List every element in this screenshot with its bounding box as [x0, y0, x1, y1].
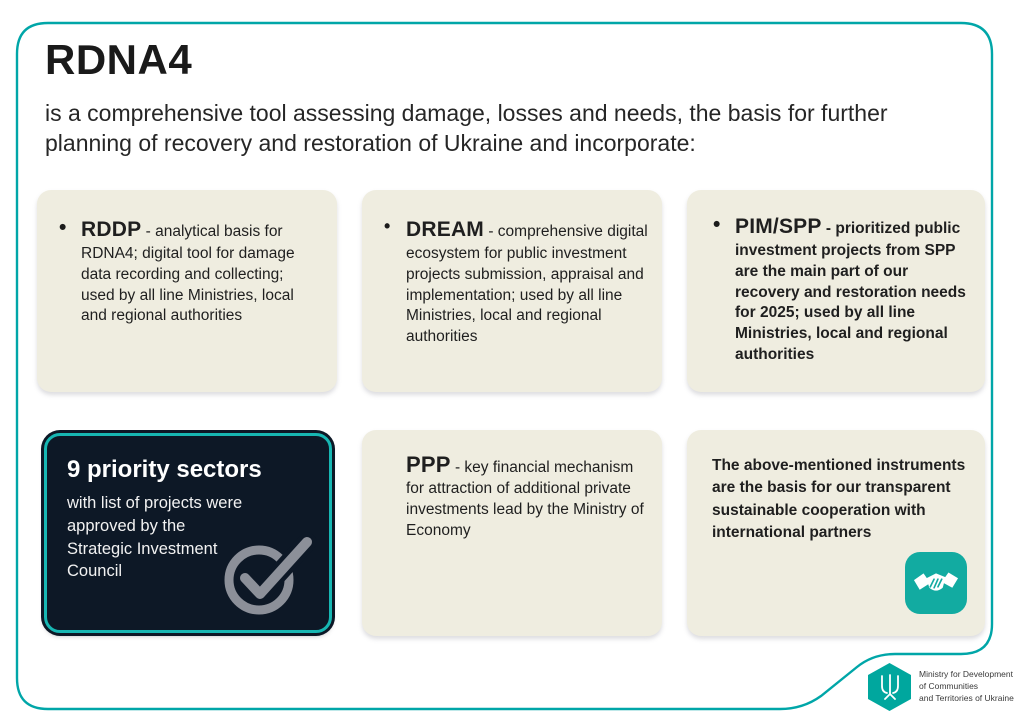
check-circle-icon	[215, 528, 319, 622]
card-partners: The above-mentioned instruments are the …	[687, 430, 985, 636]
card-dream: • DREAM - comprehensive digital ecosyste…	[362, 190, 662, 392]
page-title: RDNA4	[45, 36, 193, 83]
card-pim-spp: • PIM/SPP - prioritized public investmen…	[687, 190, 985, 392]
card-ppp-body: - key financial mechanism for attraction…	[406, 459, 644, 539]
card-partners-body: The above-mentioned instruments are the …	[712, 457, 966, 542]
card-ppp: PPP - key financial mechanism for attrac…	[362, 430, 662, 636]
card-priority-sectors: 9 priority sectors with list of projects…	[44, 433, 332, 633]
card-rddp-term: RDDP	[81, 218, 142, 241]
card-rddp-body: - analytical basis for RDNA4; digital to…	[81, 223, 295, 325]
ministry-line-2: of Communities	[919, 681, 979, 692]
ukraine-trident-icon	[868, 663, 911, 711]
card-ppp-term: PPP	[406, 452, 451, 477]
bullet-icon: •	[713, 213, 721, 236]
ministry-footer: Ministry for Development of Communities …	[868, 663, 1014, 711]
page-subtitle: is a comprehensive tool assessing damage…	[45, 100, 888, 156]
ministry-line-3: and Territories of Ukraine	[919, 692, 1014, 703]
priority-sectors-body: with list of projects were approved by t…	[67, 494, 243, 581]
ministry-name: Ministry for Development of Communities …	[919, 669, 1014, 705]
priority-sectors-title: 9 priority sectors	[67, 456, 262, 483]
card-rddp-text: RDDP - analytical basis for RDNA4; digit…	[81, 216, 321, 327]
card-dream-body: - comprehensive digital ecosystem for pu…	[406, 223, 648, 346]
card-pim-spp-term: PIM/SPP	[735, 215, 822, 238]
bullet-icon: •	[59, 216, 67, 239]
card-pim-spp-body: - prioritized public investment projects…	[735, 220, 966, 363]
handshake-icon	[905, 552, 967, 614]
card-pim-spp-text: PIM/SPP - prioritized public investment …	[735, 213, 973, 366]
card-dream-text: DREAM - comprehensive digital ecosystem …	[406, 216, 650, 348]
card-rddp: • RDDP - analytical basis for RDNA4; dig…	[37, 190, 337, 392]
card-ppp-text: PPP - key financial mechanism for attrac…	[406, 450, 652, 542]
bullet-icon: •	[384, 216, 391, 236]
ministry-line-1: Ministry for Development	[919, 669, 1014, 680]
card-dream-term: DREAM	[406, 218, 484, 241]
